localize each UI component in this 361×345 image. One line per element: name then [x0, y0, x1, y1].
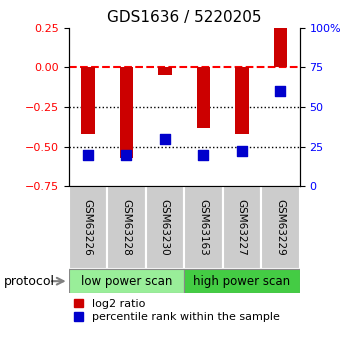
- Bar: [119, 67, 133, 158]
- Bar: [184, 186, 223, 269]
- Text: GSM63228: GSM63228: [121, 199, 131, 256]
- Text: low power scan: low power scan: [81, 275, 172, 288]
- Bar: [69, 186, 107, 269]
- Bar: [81, 67, 95, 134]
- Text: GSM63163: GSM63163: [198, 199, 208, 256]
- Bar: [261, 186, 300, 269]
- Text: high power scan: high power scan: [193, 275, 291, 288]
- Title: GDS1636 / 5220205: GDS1636 / 5220205: [107, 10, 261, 25]
- Bar: [69, 269, 184, 293]
- Point: [239, 149, 245, 154]
- Point: [200, 152, 206, 157]
- Bar: [107, 186, 145, 269]
- Bar: [145, 186, 184, 269]
- Legend: log2 ratio, percentile rank within the sample: log2 ratio, percentile rank within the s…: [74, 299, 280, 322]
- Bar: [158, 67, 171, 75]
- Text: GSM63229: GSM63229: [275, 199, 286, 256]
- Bar: [197, 67, 210, 128]
- Point: [85, 152, 91, 157]
- Bar: [235, 67, 249, 134]
- Point: [278, 88, 283, 94]
- Bar: [274, 28, 287, 67]
- Text: protocol: protocol: [4, 275, 55, 288]
- Bar: [184, 269, 300, 293]
- Point: [123, 152, 129, 157]
- Text: GSM63227: GSM63227: [237, 199, 247, 256]
- Text: GSM63226: GSM63226: [83, 199, 93, 256]
- Bar: [223, 186, 261, 269]
- Point: [162, 136, 168, 141]
- Text: GSM63230: GSM63230: [160, 199, 170, 256]
